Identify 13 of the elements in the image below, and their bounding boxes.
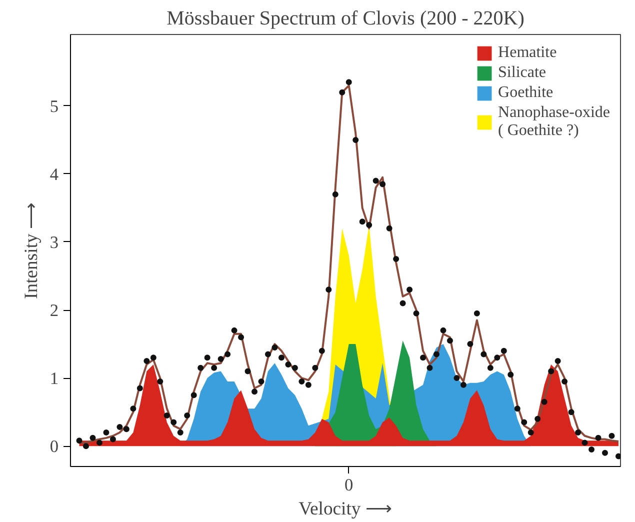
y-tick-label: 2 bbox=[50, 301, 59, 320]
legend-label: Goethite bbox=[498, 84, 554, 102]
x-axis-title: Velocity ⟶ bbox=[298, 498, 392, 520]
y-tick-label: 3 bbox=[50, 232, 59, 252]
chart-title: Mössbauer Spectrum of Clovis (200 - 220K) bbox=[166, 8, 524, 30]
legend-label: Nanophase-oxide ( Goethite ?) bbox=[498, 104, 610, 140]
y-tick-label: 0 bbox=[50, 437, 59, 456]
legend-label: Hematite bbox=[498, 44, 557, 62]
y-axis-title: Intensity ⟶ bbox=[20, 202, 42, 299]
y-tick-label: 5 bbox=[50, 96, 59, 116]
y-tick-label: 1 bbox=[50, 369, 59, 388]
y-tick-label: 4 bbox=[50, 164, 59, 184]
legend-label: Silicate bbox=[498, 64, 546, 82]
